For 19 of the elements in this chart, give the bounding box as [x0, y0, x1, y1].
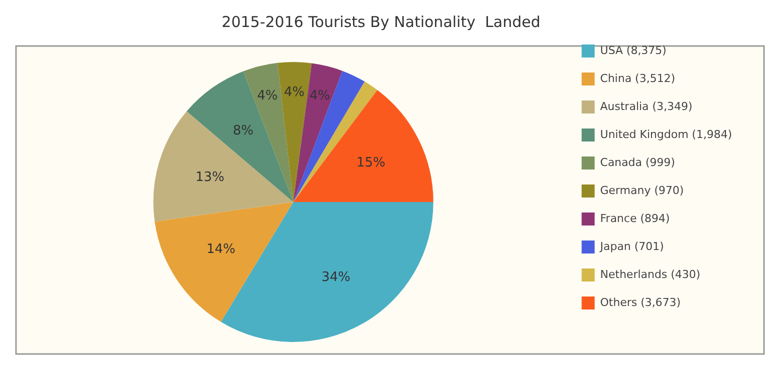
legend-label: Australia (3,349)	[600, 100, 692, 113]
chart-title: 2015-2016 Tourists By Nationality Landed	[222, 12, 540, 31]
legend-label: Netherlands (430)	[600, 268, 700, 281]
data-label: 4%	[284, 85, 305, 100]
data-label: 34%	[322, 270, 350, 285]
legend-label: Japan (701)	[599, 240, 664, 253]
data-label: 8%	[232, 124, 254, 138]
data-label: 4%	[257, 88, 278, 104]
legend-label: Canada (999)	[600, 156, 676, 169]
data-label: 13%	[196, 170, 224, 186]
data-label: 15%	[356, 156, 386, 171]
legend-label: Germany (970)	[600, 184, 684, 197]
legend-label: China (3,512)	[600, 72, 676, 85]
legend-label: Others (3,673)	[600, 296, 681, 309]
legend-label: France (894)	[600, 212, 670, 225]
data-label: 4%	[309, 88, 330, 104]
data-label: 14%	[206, 242, 236, 258]
legend-label: United Kingdom (1,984)	[600, 128, 732, 141]
legend-label: USA (8,375)	[600, 44, 666, 57]
